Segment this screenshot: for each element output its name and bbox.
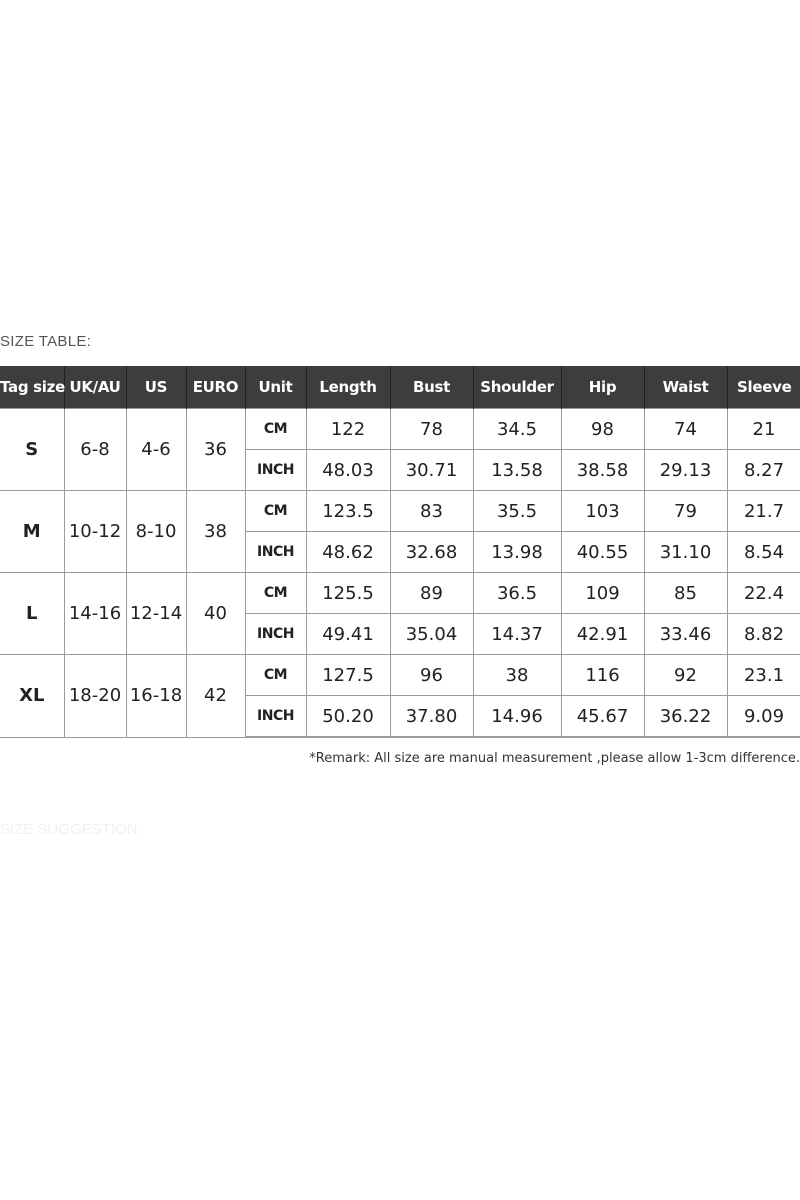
measurement-cell: 116 [560,654,645,696]
uk-au-cell: 18-20 [63,654,127,738]
measurement-cell: 127.5 [305,654,391,696]
measurement-cell: 78 [389,408,474,450]
column-header-bust: Bust [389,366,473,409]
measurement-cell: 38 [472,654,562,696]
uk-au-cell: 14-16 [63,572,127,655]
measurement-cell: 8.54 [726,531,800,573]
unit-cell: CM [244,572,307,614]
measurement-cell: 85 [643,572,728,614]
measurement-cell: 123.5 [305,490,391,532]
measurement-cell: 50.20 [305,695,391,738]
measurement-cell: 79 [643,490,728,532]
measurement-cell: 89 [389,572,474,614]
measurement-cell: 22.4 [726,572,800,614]
measurement-cell: 48.62 [305,531,391,573]
measurement-cell: 21 [726,408,800,450]
euro-cell: 36 [185,408,246,491]
unit-cell: INCH [244,449,307,491]
measurement-cell: 8.27 [726,449,800,491]
table-row: XL 18-20 16-18 42 CM 127.5 96 38 116 92 23.1 [0,654,800,738]
measurement-cell: 14.37 [472,613,562,655]
us-cell: 12-14 [125,572,187,655]
measurement-cell: 8.82 [726,613,800,655]
size-cell: L [0,572,65,655]
measurement-cell: 13.58 [472,449,562,491]
measurement-cell: 122 [305,408,391,450]
measurement-cell: 45.67 [560,695,645,738]
unit-cell: INCH [244,613,307,655]
measurement-cell: 21.7 [726,490,800,532]
measurement-cell: 109 [560,572,645,614]
measurement-cell: 35.5 [472,490,562,532]
size-cell: XL [0,654,65,738]
size-suggestion-title: SIZE SUGGESTION: [0,821,142,838]
measurement-cell: 30.71 [389,449,474,491]
column-header-tag-size: Tag size [0,366,65,409]
euro-cell: 42 [185,654,246,738]
column-header-us: US [125,366,186,409]
table-row: S 6-8 4-6 36 CM 122 78 34.5 98 74 21 [0,408,800,491]
measurement-cell: 96 [389,654,474,696]
column-header-length: Length [305,366,390,409]
measurement-cell: 14.96 [472,695,562,738]
euro-cell: 38 [185,490,246,573]
measurement-cell: 125.5 [305,572,391,614]
measurement-cell: 42.91 [560,613,645,655]
measurement-cell: 37.80 [389,695,474,738]
measurement-cell: 48.03 [305,449,391,491]
column-header-euro: EURO [185,366,245,409]
measurement-cell: 92 [643,654,728,696]
table-row: INCH 49.41 35.04 14.37 42.91 33.46 8.82 [0,613,800,655]
unit-cell: CM [244,408,307,450]
uk-au-cell: 6-8 [63,408,127,491]
column-header-hip: Hip [560,366,644,409]
measurement-cell: 40.55 [560,531,645,573]
unit-cell: CM [244,654,307,696]
table-row: INCH 48.03 30.71 13.58 38.58 29.13 8.27 [0,449,800,491]
table-row: INCH 48.62 32.68 13.98 40.55 31.10 8.54 [0,531,800,573]
measurement-cell: 36.22 [643,695,728,738]
section-title: SIZE TABLE: [0,333,92,350]
us-cell: 4-6 [125,408,187,491]
remark-note: *Remark: All size are manual measurement… [309,751,800,766]
measurement-cell: 31.10 [643,531,728,573]
uk-au-cell: 10-12 [63,490,127,573]
measurement-cell: 98 [560,408,645,450]
column-header-waist: Waist [643,366,727,409]
measurement-cell: 33.46 [643,613,728,655]
measurement-cell: 32.68 [389,531,474,573]
column-header-unit: Unit [244,366,306,409]
unit-cell: INCH [244,695,307,738]
size-cell: M [0,490,65,573]
table-row: L 14-16 12-14 40 CM 125.5 89 36.5 109 85 22.4 [0,572,800,655]
measurement-cell: 34.5 [472,408,562,450]
column-header-uk-au: UK/AU [63,366,126,409]
measurement-cell: 13.98 [472,531,562,573]
measurement-cell: 103 [560,490,645,532]
measurement-cell: 49.41 [305,613,391,655]
us-cell: 8-10 [125,490,187,573]
measurement-cell: 83 [389,490,474,532]
measurement-cell: 36.5 [472,572,562,614]
measurement-cell: 23.1 [726,654,800,696]
measurement-cell: 74 [643,408,728,450]
measurement-cell: 38.58 [560,449,645,491]
table-header-row: Tag size UK/AU US EURO Unit Length Bust Shoulde… [0,366,800,409]
size-cell: S [0,408,65,491]
size-table: Tag size UK/AU US EURO Unit Length Bust Shoulde… [0,366,800,738]
table-row: INCH 50.20 37.80 14.96 45.67 36.22 9.09 [0,695,800,738]
euro-cell: 40 [185,572,246,655]
measurement-cell: 35.04 [389,613,474,655]
measurement-cell: 9.09 [726,695,800,738]
column-header-sleeve: Sleeve [726,366,800,409]
table-row: M 10-12 8-10 38 CM 123.5 83 35.5 103 79 21.7 [0,490,800,573]
measurement-cell: 29.13 [643,449,728,491]
us-cell: 16-18 [125,654,187,738]
unit-cell: INCH [244,531,307,573]
column-header-shoulder: Shoulder [472,366,561,409]
unit-cell: CM [244,490,307,532]
